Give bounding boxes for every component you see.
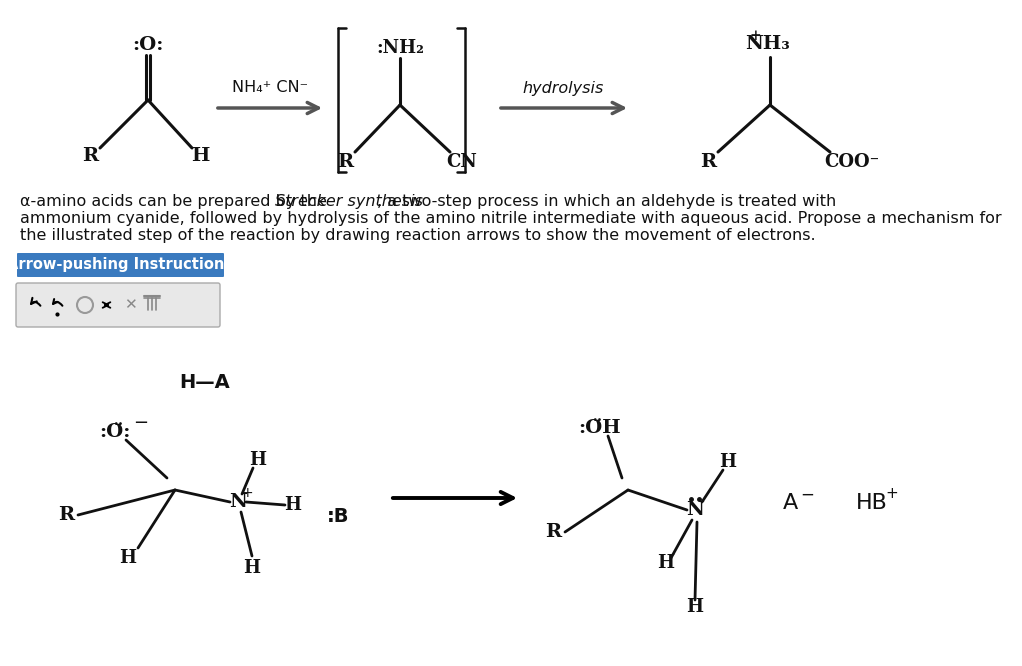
Text: α-amino acids can be prepared by the: α-amino acids can be prepared by the [20,194,332,209]
Text: H: H [249,451,267,469]
Text: −: − [134,414,148,432]
Text: ammonium cyanide, followed by hydrolysis of the amino nitrile intermediate with : ammonium cyanide, followed by hydrolysis… [20,211,1002,226]
Text: +: + [885,486,897,501]
Text: +: + [749,29,760,43]
Text: :B: :B [327,507,350,525]
Text: A: A [783,493,797,513]
Text: +: + [241,486,252,500]
Text: H: H [243,559,261,577]
Text: ✕: ✕ [124,298,136,312]
Text: , a two-step process in which an aldehyde is treated with: , a two-step process in which an aldehyd… [377,194,836,209]
Text: −: − [800,486,814,504]
Text: H—A: H—A [180,372,230,392]
Text: COO⁻: COO⁻ [825,153,880,171]
Text: the illustrated step of the reaction by drawing reaction arrows to show the move: the illustrated step of the reaction by … [20,228,816,243]
Text: H: H [719,453,737,471]
Text: R: R [58,506,74,524]
Text: H: H [657,554,675,572]
Text: Arrow-pushing Instructions: Arrow-pushing Instructions [7,258,234,272]
Text: Strecker synthesis: Strecker synthesis [275,194,423,209]
Text: N: N [229,493,247,511]
Text: HB: HB [856,493,888,513]
Text: hydrolysis: hydrolysis [522,81,604,95]
Text: H: H [120,549,137,567]
Text: H: H [687,598,703,616]
Text: NH₃: NH₃ [746,35,790,53]
Text: :Ö:: :Ö: [99,423,131,441]
Text: R: R [545,523,561,541]
FancyBboxPatch shape [16,283,220,327]
Text: H: H [191,147,210,165]
Text: R: R [337,153,353,171]
Text: :ÖH: :ÖH [578,419,621,437]
FancyBboxPatch shape [17,253,224,277]
Text: H: H [284,496,301,514]
Text: N: N [686,501,704,519]
Text: NH₄⁺ CN⁻: NH₄⁺ CN⁻ [232,81,308,95]
Text: R: R [700,153,716,171]
Text: R: R [82,147,98,165]
Text: :O:: :O: [132,36,164,54]
Text: :NH₂: :NH₂ [376,39,424,57]
Text: CN: CN [447,153,477,171]
